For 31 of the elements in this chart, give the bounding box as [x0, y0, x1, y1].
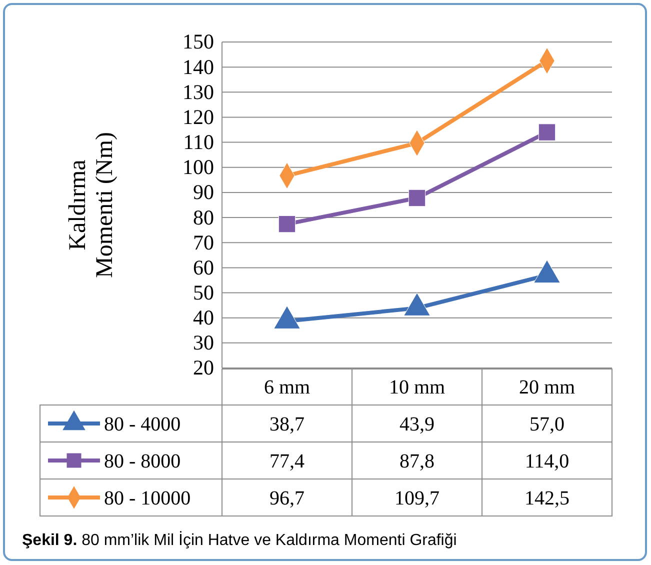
y-tick-label: 100 [182, 155, 214, 180]
legend-label: 80 - 4000 [104, 414, 181, 436]
data-label: 77,4 [270, 450, 304, 472]
x-tick-label: 20 mm [518, 376, 576, 398]
y-tick-label: 70 [193, 230, 214, 254]
data-label: 114,0 [524, 450, 570, 472]
y-tick-label: 80 [193, 205, 214, 230]
legend-label: 80 - 10000 [104, 488, 191, 510]
text: Şekil 9. 80 mm’lik Mil İçin Hatve ve Kaldırma Momenti Grafiği [22, 531, 457, 549]
data-label: 109,7 [394, 488, 440, 510]
x-tick-label: 10 mm [388, 376, 446, 398]
legend-label: 80 - 8000 [104, 450, 181, 472]
y-tick-label: 90 [193, 180, 214, 204]
y-tick-label: 110 [183, 130, 214, 154]
y-tick-label: 30 [193, 330, 214, 355]
y-tick-label: 60 [193, 255, 214, 280]
y-tick-label: 40 [193, 306, 214, 330]
data-label: 43,9 [400, 414, 434, 436]
y-tick-label: 20 [193, 356, 214, 380]
data-label: 38,7 [270, 414, 304, 436]
y-tick-label: 50 [193, 280, 214, 304]
y-tick-label: 130 [182, 80, 214, 104]
y-axis-title: Kaldırma Momenti (Nm) [65, 132, 118, 278]
data-label: 87,8 [400, 450, 434, 472]
y-tick-label: 120 [182, 104, 214, 129]
y-tick-label: 150 [182, 30, 214, 54]
data-label: 142,5 [524, 488, 570, 510]
data-label: 57,0 [530, 414, 564, 436]
y-tick-label: 140 [182, 54, 214, 79]
x-tick-label: 6 mm [264, 376, 310, 398]
data-label: 96,7 [270, 488, 304, 510]
